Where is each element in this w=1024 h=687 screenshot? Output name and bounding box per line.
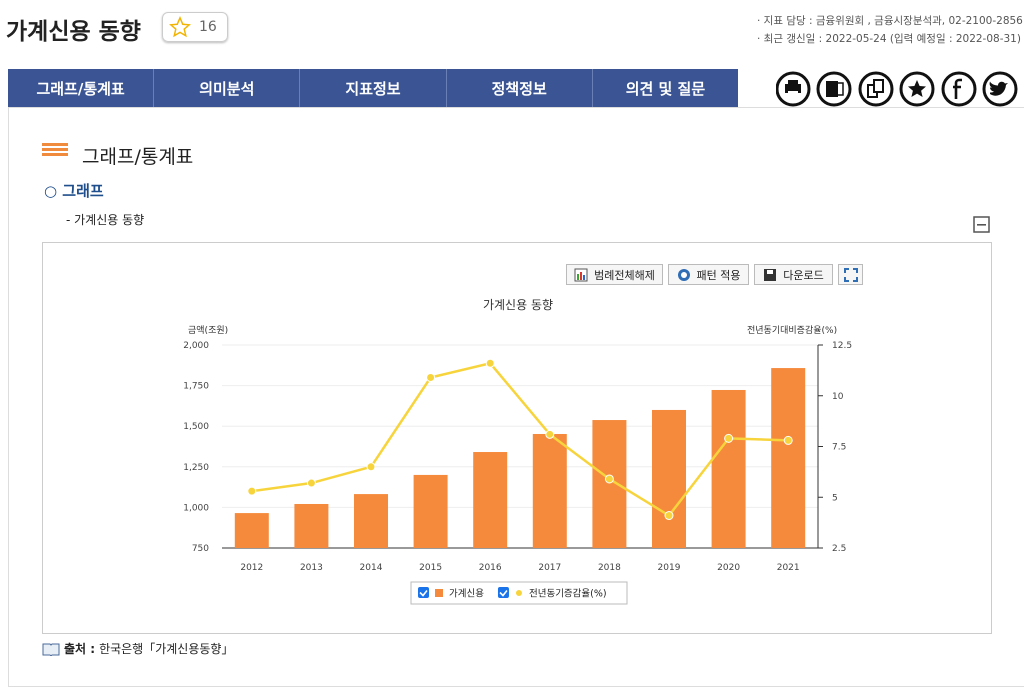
copy-icon[interactable] [858,71,894,107]
bar [473,452,508,548]
y-tick-label: 1,000 [183,503,209,513]
x-tick-label: 2013 [300,563,323,573]
info-line: · 최근 갱신일 : 2022-05-24 (입력 예정일 : 2022-08-… [757,33,1021,45]
button-label: 다운로드 [783,268,824,282]
nav-tab[interactable]: 지표정보 [300,69,447,107]
line-point [783,435,793,445]
line-point [545,429,555,439]
y-tick-label: 750 [192,544,209,554]
x-tick-label: 2012 [240,563,263,573]
page: 가계신용 동향 16 · 지표 담당 : 금융위원회 , 금융시장분석과, 02… [6,12,1024,687]
x-tick-label: 2019 [658,563,681,573]
bar [294,503,329,548]
y-tick-label: 2,000 [183,341,209,351]
source-text: 한국은행「가계신용동향」 [99,642,234,656]
y-tick-label: 1,500 [183,422,209,432]
y-axis-label: 금액(조원) [188,324,228,336]
star-icon [169,16,191,38]
x-tick-label: 2017 [538,563,561,573]
heading-icon [42,143,68,156]
y2-tick-label: 10 [832,392,844,402]
source: 출처 : 한국은행「가계신용동향」 [42,640,233,657]
nav-bar: 그래프/통계표 의미분석 지표정보 정책정보 의견 및 질문 [8,69,738,107]
section-heading: 그래프/통계표 [82,146,194,168]
legend-swatch [515,590,522,596]
book-icon [42,643,60,656]
line-point [664,511,674,521]
legend-checkbox [418,587,429,598]
legend-toggle-button[interactable]: 범례전체해제 [566,264,663,285]
line-point [247,486,257,496]
button-label: 패턴 적용 [696,268,741,282]
button-label: 범례전체해제 [594,268,655,282]
line-point [485,358,495,368]
legend-label: 가계신용 [449,588,484,600]
page-title: 가계신용 동향 [6,19,141,45]
y2-tick-label: 7.5 [832,443,846,453]
expand-icon [843,267,858,282]
legend-label: 전년동기증감율(%) [529,588,607,600]
legend-item[interactable]: 가계신용 [418,587,484,600]
nav-tab[interactable]: 의견 및 질문 [625,79,706,98]
nav-tab[interactable]: 그래프/통계표 [8,69,155,107]
x-tick-label: 2020 [717,563,740,573]
bar [652,409,686,548]
bar [413,474,448,548]
save-icon [764,268,777,281]
facebook-icon[interactable] [941,71,977,107]
bookmark-icon[interactable] [899,71,935,107]
chart: 가계신용 동향 금액(조원) 전년동기대비증감율(%) 750 1,000 1,25… [183,298,852,605]
nav-tab[interactable]: 정책정보 [447,69,593,107]
line [251,361,789,518]
fullscreen-button[interactable] [838,264,863,285]
y2-tick-label: 5 [832,493,838,503]
favorite-button[interactable]: 16 [162,12,228,42]
y-tick-label: 1,750 [183,382,209,392]
section-subheading: ○ 그래프 [44,182,104,200]
chart-title: 가계신용 동향 [483,298,553,312]
line-point [604,474,614,484]
collapse-button[interactable] [973,216,990,233]
legend-check [419,590,428,597]
bar [592,420,627,548]
bar [234,513,269,548]
download-button[interactable]: 다운로드 [754,264,833,285]
source-label: 출처 : [64,642,96,656]
info-line: · 지표 담당 : 금융위원회 , 금융시장분석과, 02-2100-2856 [757,15,1023,27]
x-tick-label: 2021 [777,563,800,573]
twitter-icon[interactable] [982,71,1018,107]
y2-tick-label: 2.5 [832,544,846,554]
info: · 지표 담당 : 금융위원회 , 금융시장분석과, 02-2100-2856 … [757,12,1024,48]
y-tick-label: 1,250 [183,463,209,473]
y2-axis-label: 전년동기대비증감율(%) [747,324,837,336]
bar [771,368,806,548]
pattern-icon [677,268,690,281]
x-tick-label: 2014 [360,563,383,573]
pattern-button[interactable]: 패턴 적용 [668,264,749,285]
chart-panel: 범례전체해제 패턴 적용 다운로드 가계신용 동향 금액(조원) 전년동기대비증… [42,242,992,634]
x-tick-label: 2015 [419,563,442,573]
legend-icon [574,268,588,281]
legend-check [499,590,508,597]
legend-item[interactable]: 전년동기증감율(%) [497,587,607,600]
bar [532,433,567,548]
x-tick-label: 2018 [598,563,621,573]
bar [354,494,388,548]
word-icon[interactable] [816,71,852,107]
x-tick-label: 2016 [479,563,502,573]
line-point [724,433,734,443]
share-icons [776,71,1018,107]
section-item: - 가계신용 동향 [66,213,145,227]
y2-tick-label: 12.5 [832,341,852,351]
legend-swatch [435,589,443,597]
line-point [366,462,376,472]
line-point [426,372,436,382]
nav-tab[interactable]: 의미분석 [154,69,301,107]
print-icon[interactable] [776,71,811,107]
favorite-count: 16 [199,19,217,35]
line-point [306,478,316,488]
bar [711,389,746,548]
legend-checkbox [497,587,509,598]
